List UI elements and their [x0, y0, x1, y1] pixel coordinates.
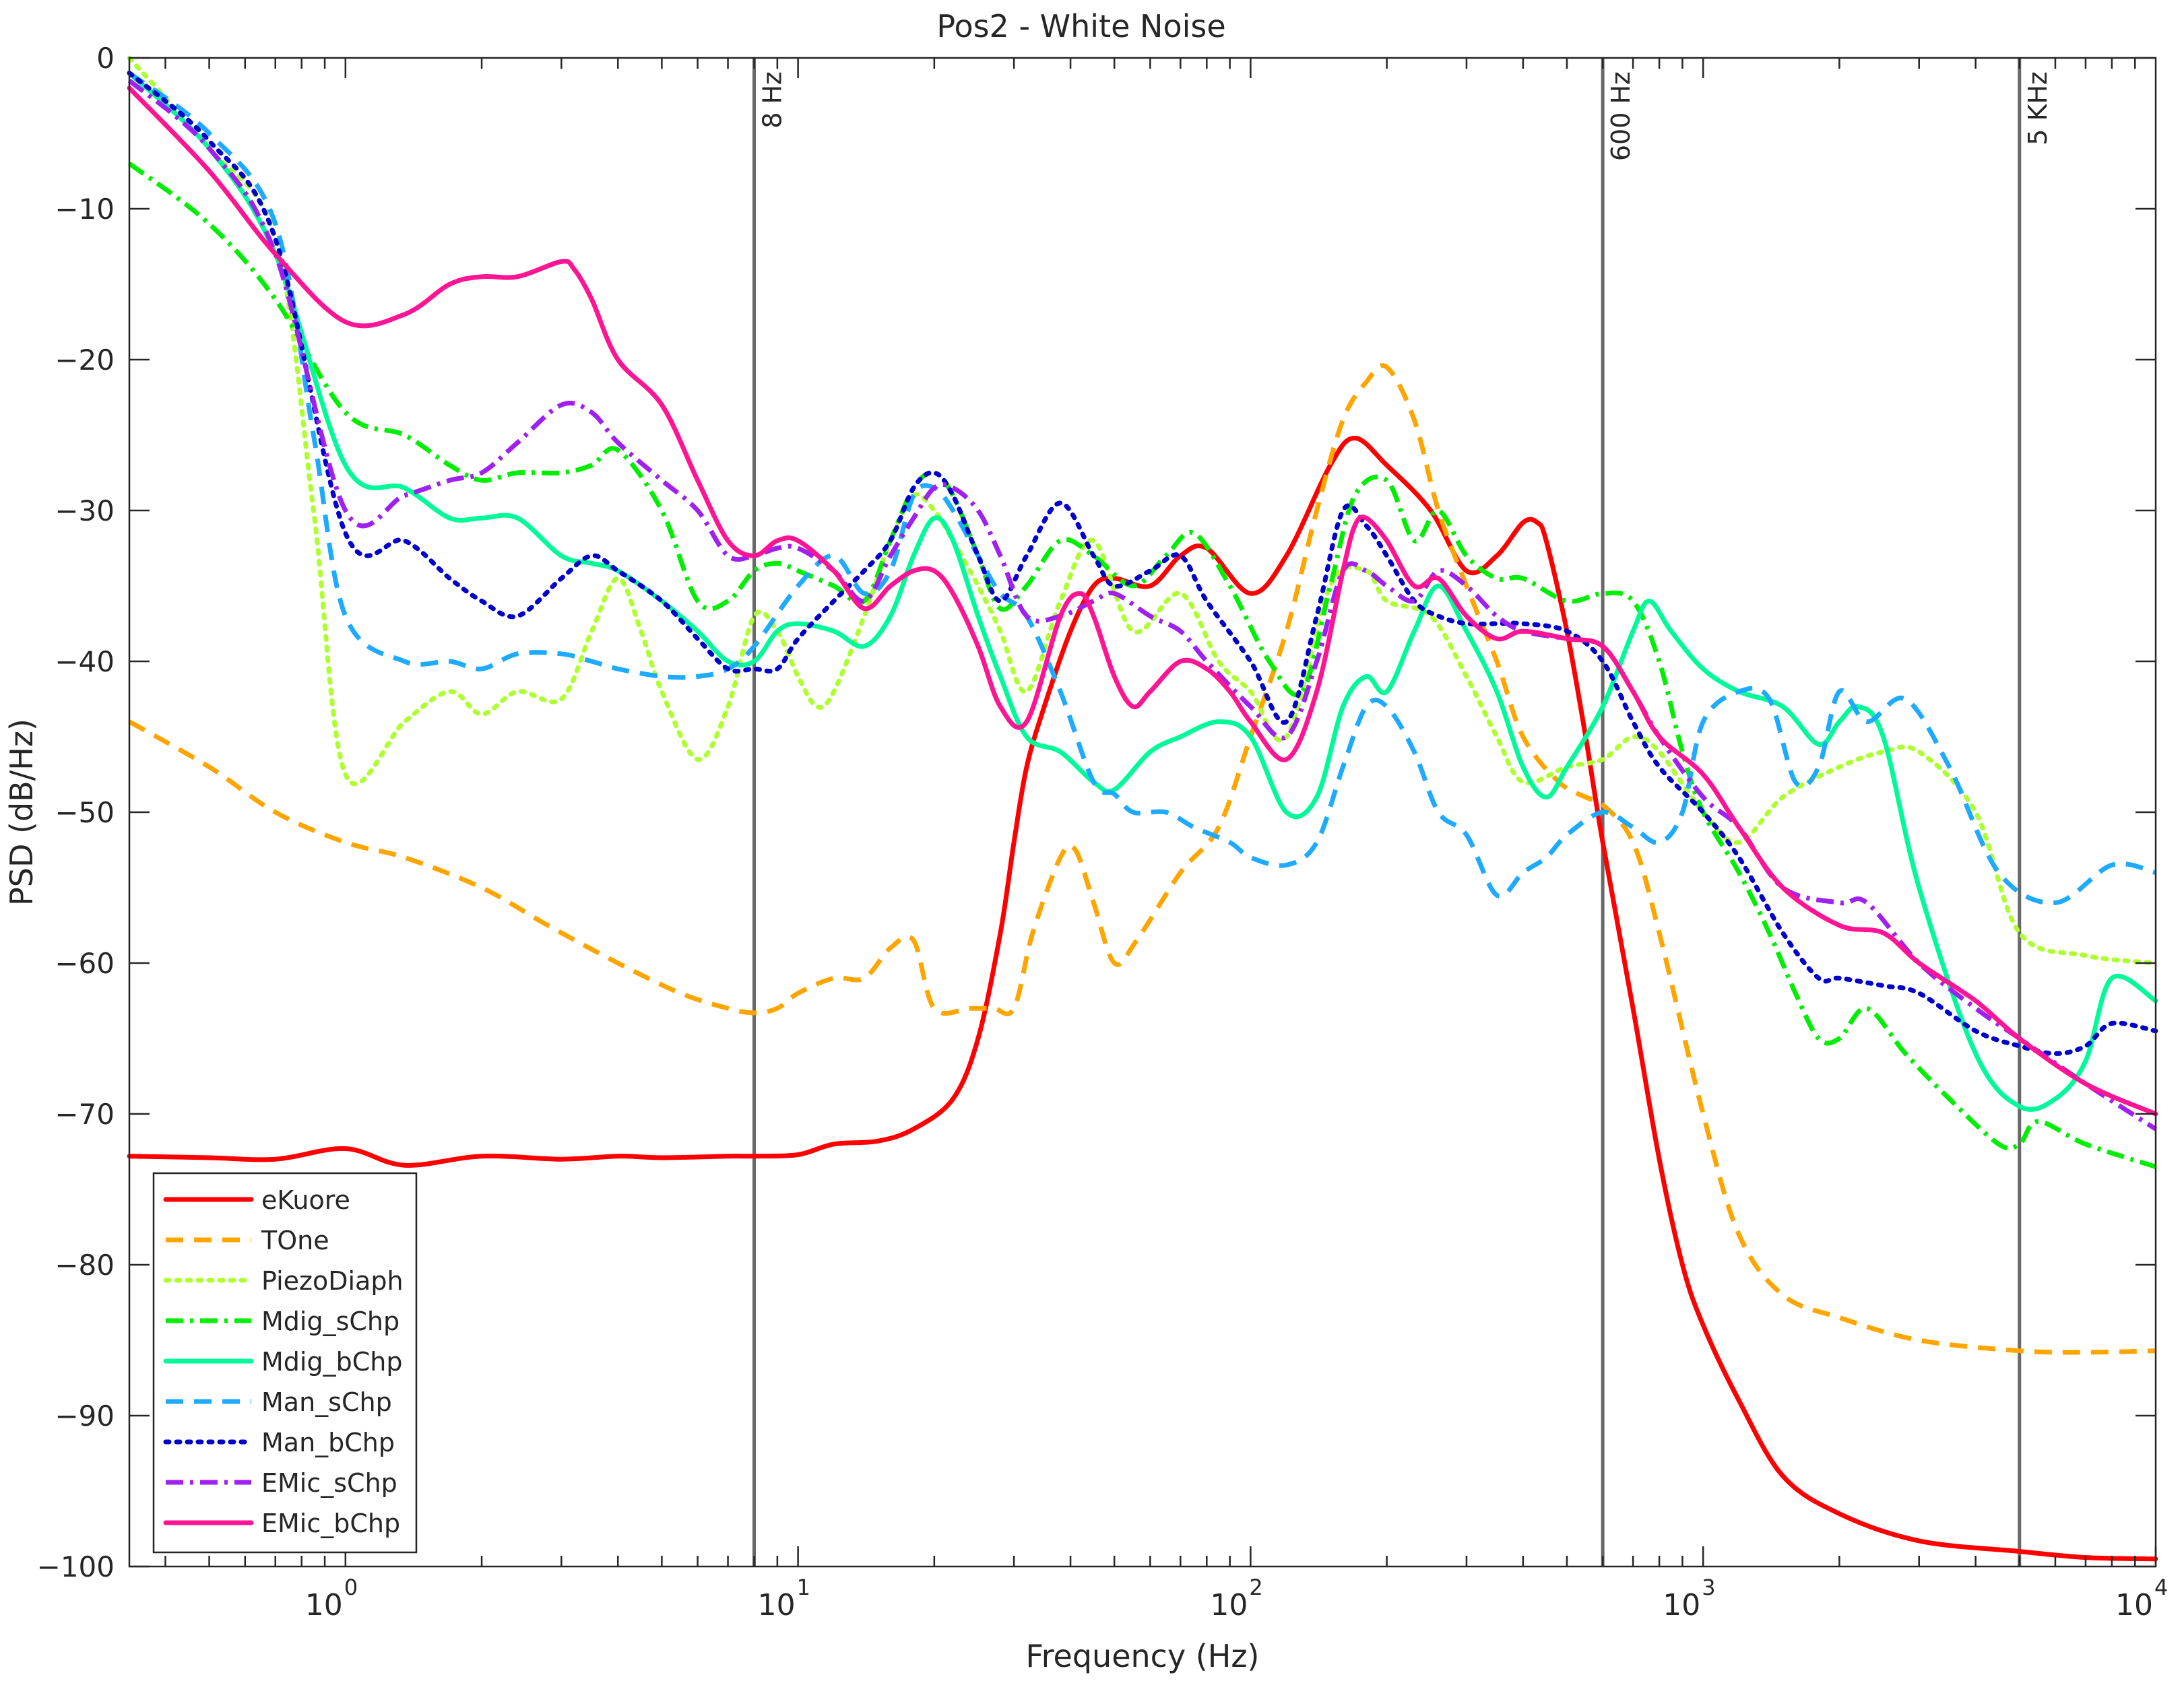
y-tick-label: −50: [55, 796, 115, 829]
series-line-mdig-schp: [127, 162, 2157, 1169]
chart-title: Pos2 - White Noise: [936, 8, 1225, 44]
series-line-tone: [128, 363, 2156, 1355]
y-tick-label: −70: [55, 1098, 115, 1131]
y-tick-label: −40: [55, 645, 115, 678]
x-tick-label-base: 10: [305, 1588, 343, 1622]
legend-label-tone: TOne: [261, 1226, 329, 1255]
series-lines: [127, 55, 2158, 1562]
series-line-piezodiaph: [127, 55, 2158, 966]
y-tick-label: −10: [55, 193, 115, 226]
x-tick-label-exp: 4: [2154, 1575, 2168, 1600]
series-line-emic-schp: [127, 78, 2157, 1131]
y-tick-label: 0: [96, 42, 115, 75]
x-tick-label-exp: 3: [1702, 1575, 1715, 1600]
x-tick-label-exp: 1: [797, 1575, 810, 1600]
legend: eKuore TOne PiezoDiaph Mdig_sChp Mdig_bChp Ma…: [152, 1172, 418, 1554]
vline-label-8-hz: 8 Hz: [758, 71, 788, 129]
legend-label-man-schp: Man_sChp: [261, 1387, 392, 1417]
legend-label-mdig-schp: Mdig_sChp: [261, 1307, 399, 1336]
x-tick-label-exp: 2: [1249, 1575, 1262, 1600]
x-tick-label-exp: 0: [344, 1575, 358, 1600]
y-axis-ticks: 0 −10 −20 −30 −40 −50 −60 −70 −80 −90 −100: [37, 42, 2156, 1583]
y-tick-label: −60: [55, 947, 115, 980]
x-tick-label-base: 10: [1210, 1588, 1248, 1622]
x-tick-label-base: 10: [2115, 1588, 2153, 1622]
legend-label-emic-bchp: EMic_bChp: [261, 1509, 400, 1538]
y-tick-label: −30: [55, 494, 115, 527]
legend-label-piezodiaph: PiezoDiaph: [261, 1266, 404, 1296]
legend-items: eKuore TOne PiezoDiaph Mdig_sChp Mdig_bChp Ma…: [163, 1185, 404, 1538]
x-tick-label-base: 10: [758, 1588, 796, 1622]
legend-label-emic-schp: EMic_sChp: [261, 1468, 397, 1498]
y-tick-label: −90: [55, 1399, 115, 1432]
y-tick-label: −20: [55, 343, 115, 376]
y-tick-label: −100: [37, 1550, 115, 1583]
x-axis-label: Frequency (Hz): [1026, 1638, 1260, 1674]
series-line-man-schp: [127, 71, 2156, 906]
legend-label-man-bchp: Man_bChp: [261, 1428, 395, 1457]
x-tick-label-base: 10: [1663, 1588, 1700, 1622]
y-tick-label: −80: [55, 1249, 115, 1282]
vline-label-600-hz: 600 Hz: [1606, 71, 1636, 161]
y-axis-label: PSD (dB/Hz): [3, 719, 40, 906]
series-line-emic-bchp: [127, 86, 2158, 1117]
series-line-man-bchp: [127, 70, 2158, 1056]
series-line-mdig-bchp: [127, 70, 2158, 1112]
reference-lines: 8 Hz 600 Hz 5 KHz: [752, 58, 2053, 1567]
series-line-ekuore: [127, 436, 2158, 1562]
legend-label-ekuore: eKuore: [261, 1185, 350, 1215]
vline-label-5-khz: 5 KHz: [2023, 71, 2053, 145]
legend-label-mdig-bchp: Mdig_bChp: [261, 1347, 402, 1377]
